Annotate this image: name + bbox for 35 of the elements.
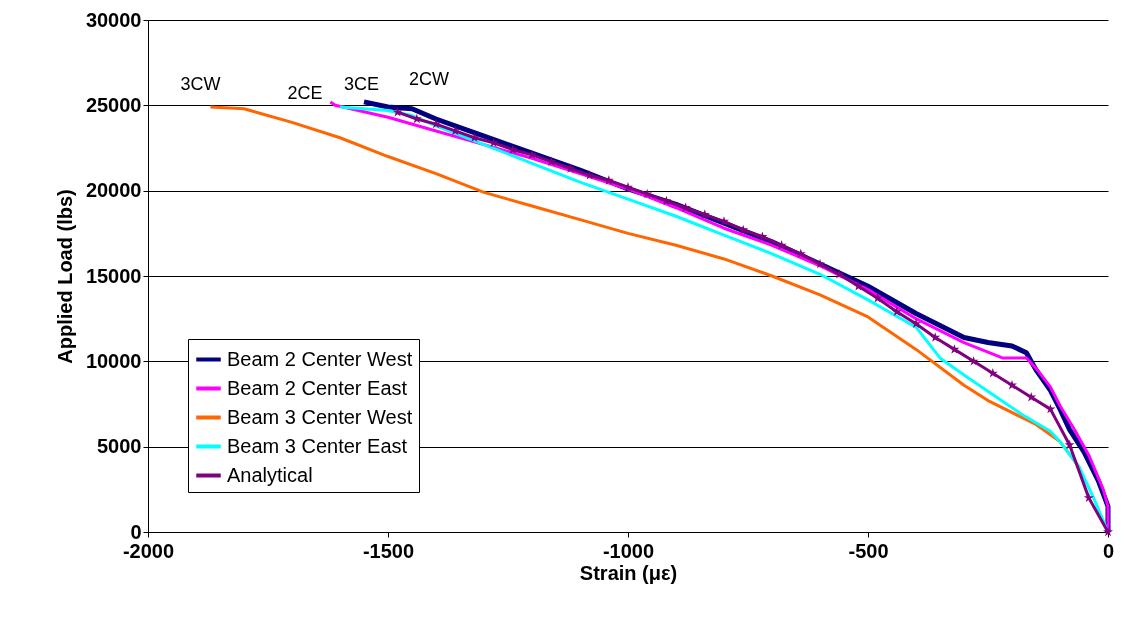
point	[1064, 439, 1075, 450]
legend-label: Beam 2 Center West	[227, 347, 413, 370]
point	[853, 281, 864, 291]
y-tick-label: 30000	[85, 8, 142, 31]
legend-label: Analytical	[227, 463, 313, 486]
point	[872, 292, 883, 303]
y-tick-label: 5000	[97, 435, 142, 458]
point	[930, 332, 941, 342]
y-axis-title: Applied Load (lbs)	[53, 189, 76, 364]
legend-label: Beam 3 Center East	[227, 434, 408, 457]
point	[834, 269, 845, 279]
annotation: 2CW	[409, 68, 450, 89]
y-tick-label: 25000	[85, 93, 142, 116]
y-tick-label: 10000	[85, 349, 142, 372]
annotation: 3CE	[344, 74, 380, 95]
x-tick-label: -500	[848, 539, 889, 562]
y-tick-label: 20000	[85, 179, 142, 202]
legend-label: Beam 2 Center East	[227, 376, 408, 399]
point	[968, 356, 979, 366]
x-tick-label: -1500	[362, 539, 415, 562]
x-axis-title: Strain (με)	[579, 561, 678, 584]
annotation: 2CE	[287, 82, 323, 103]
point	[987, 368, 998, 378]
legend-label: Beam 3 Center West	[227, 405, 413, 428]
point	[392, 106, 403, 117]
point	[1103, 526, 1113, 537]
x-tick-label: 0	[1102, 539, 1115, 562]
point	[891, 306, 902, 317]
point	[911, 318, 921, 329]
point	[1083, 492, 1094, 503]
point	[1045, 403, 1056, 414]
x-tick-label: -1000	[602, 539, 655, 562]
y-tick-label: 15000	[85, 264, 142, 287]
point	[949, 344, 960, 354]
annotation: 3CW	[180, 74, 221, 95]
